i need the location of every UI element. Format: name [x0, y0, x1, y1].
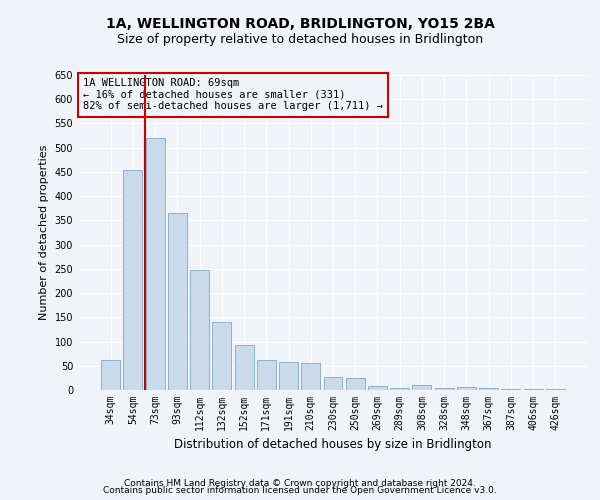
Bar — [301, 364, 320, 390]
Bar — [279, 362, 298, 390]
Text: 1A WELLINGTON ROAD: 69sqm
← 16% of detached houses are smaller (331)
82% of semi: 1A WELLINGTON ROAD: 69sqm ← 16% of detac… — [83, 78, 383, 112]
Bar — [435, 388, 454, 390]
Text: 1A, WELLINGTON ROAD, BRIDLINGTON, YO15 2BA: 1A, WELLINGTON ROAD, BRIDLINGTON, YO15 2… — [106, 18, 494, 32]
Bar — [368, 386, 387, 390]
Text: Contains HM Land Registry data © Crown copyright and database right 2024.: Contains HM Land Registry data © Crown c… — [124, 478, 476, 488]
Bar — [124, 170, 142, 390]
Bar — [390, 388, 409, 390]
Bar — [524, 388, 542, 390]
Bar — [146, 138, 164, 390]
X-axis label: Distribution of detached houses by size in Bridlington: Distribution of detached houses by size … — [174, 438, 492, 452]
Bar — [257, 360, 276, 390]
Bar — [235, 345, 254, 390]
Bar — [479, 388, 498, 390]
Text: Contains public sector information licensed under the Open Government Licence v3: Contains public sector information licen… — [103, 486, 497, 495]
Y-axis label: Number of detached properties: Number of detached properties — [39, 145, 49, 320]
Bar — [412, 384, 431, 390]
Bar — [190, 270, 209, 390]
Bar — [101, 360, 120, 390]
Text: Size of property relative to detached houses in Bridlington: Size of property relative to detached ho… — [117, 32, 483, 46]
Bar — [502, 388, 520, 390]
Bar — [546, 388, 565, 390]
Bar — [212, 322, 231, 390]
Bar — [168, 213, 187, 390]
Bar — [323, 378, 343, 390]
Bar — [457, 387, 476, 390]
Bar — [346, 378, 365, 390]
